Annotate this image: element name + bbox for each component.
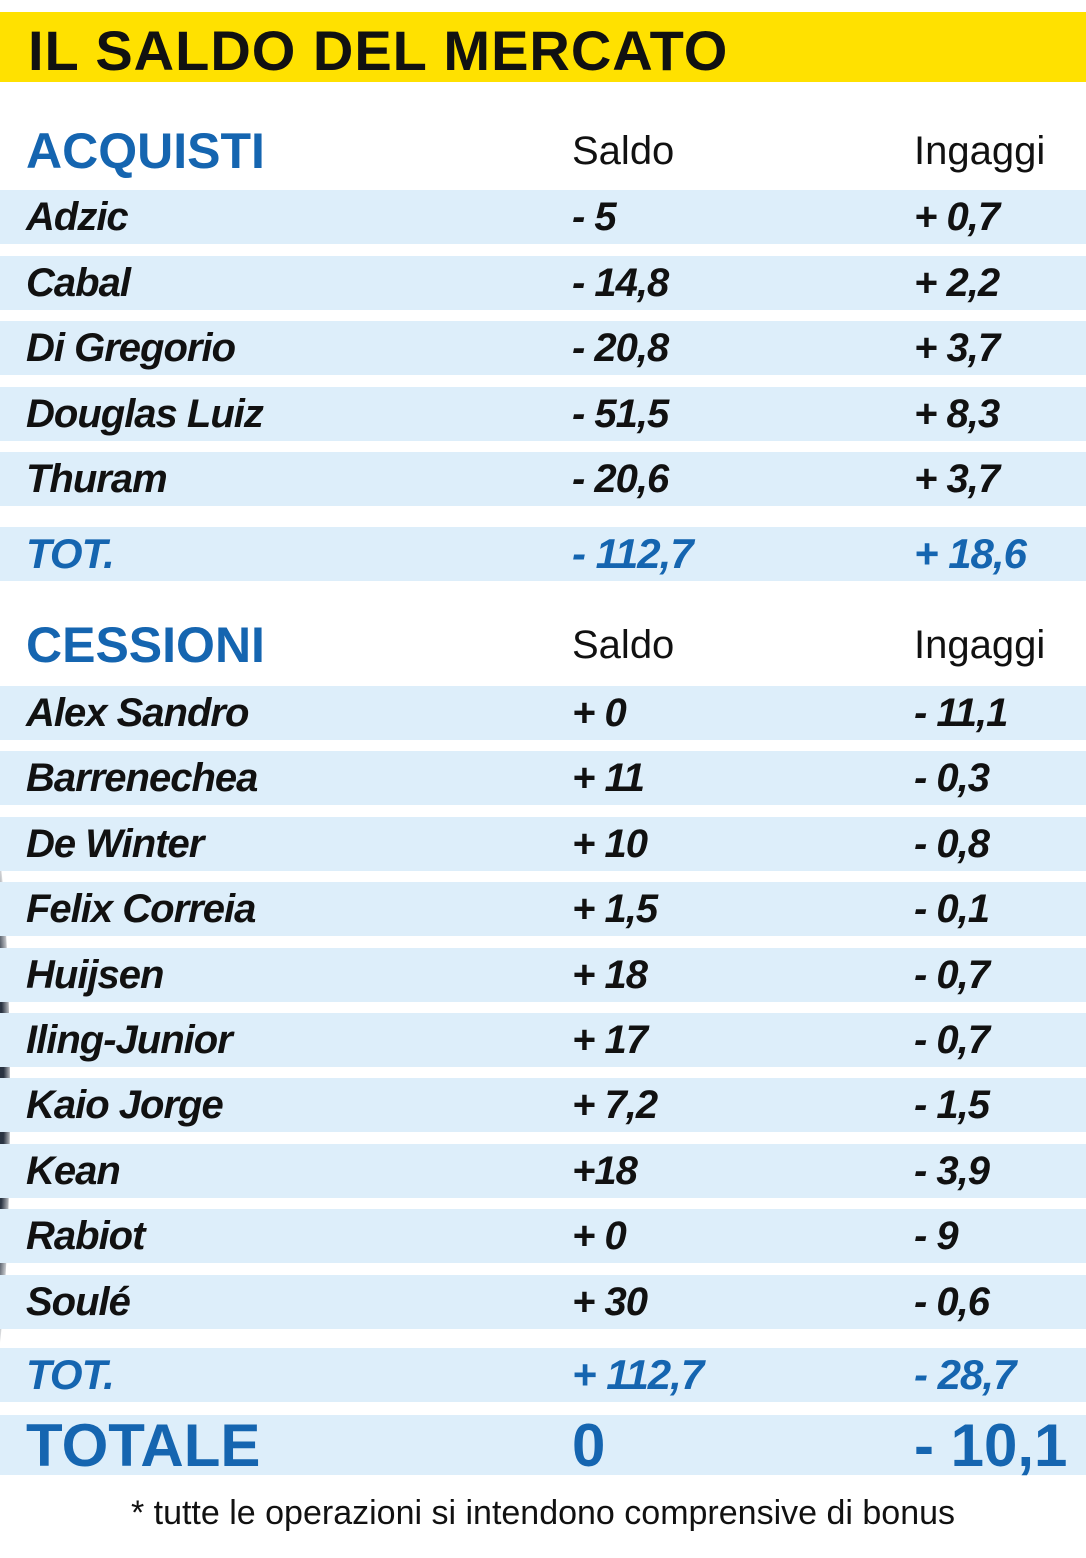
total-saldo: - 112,7 bbox=[572, 530, 694, 577]
ingaggi-value: - 1,5 bbox=[914, 1082, 990, 1127]
player-name: Felix Correia bbox=[26, 886, 256, 931]
acquisti-header-row: ACQUISTI Saldo Ingaggi bbox=[0, 123, 1086, 179]
saldo-value: + 0 bbox=[572, 690, 627, 735]
saldo-value: + 30 bbox=[572, 1279, 648, 1324]
ingaggi-value: + 3,7 bbox=[914, 325, 1000, 370]
saldo-value: + 10 bbox=[572, 821, 648, 866]
saldo-value: + 0 bbox=[572, 1213, 627, 1258]
total-label: TOT. bbox=[26, 1351, 115, 1398]
player-name: Kean bbox=[26, 1148, 121, 1193]
table-row: Kaio Jorge + 7,2 - 1,5 bbox=[0, 1078, 1086, 1132]
cessioni-total-row: TOT. + 112,7 - 28,7 bbox=[0, 1348, 1086, 1402]
table-row: Cabal - 14,8 + 2,2 bbox=[0, 256, 1086, 310]
ingaggi-value: - 9 bbox=[914, 1213, 959, 1258]
grand-total-row: TOTALE 0 - 10,1 bbox=[0, 1411, 1086, 1479]
player-name: Huijsen bbox=[26, 952, 164, 997]
footnote: * tutte le operazioni si intendono compr… bbox=[130, 1494, 956, 1532]
table-row: De Winter + 10 - 0,8 bbox=[0, 817, 1086, 871]
saldo-value: - 5 bbox=[572, 194, 617, 239]
cessioni-saldo-header: Saldo bbox=[572, 622, 675, 667]
ingaggi-value: + 8,3 bbox=[914, 391, 1000, 436]
total-saldo: + 112,7 bbox=[572, 1351, 704, 1398]
player-name: Rabiot bbox=[26, 1213, 145, 1258]
player-name: De Winter bbox=[26, 821, 204, 866]
saldo-value: + 11 bbox=[572, 755, 645, 800]
player-name: Iling-Junior bbox=[26, 1017, 233, 1062]
table-row: Adzic - 5 + 0,7 bbox=[0, 190, 1086, 244]
table-row: Huijsen + 18 - 0,7 bbox=[0, 948, 1086, 1002]
cessioni-heading: CESSIONI bbox=[26, 617, 265, 673]
table-row: Di Gregorio - 20,8 + 3,7 bbox=[0, 321, 1086, 375]
player-name: Cabal bbox=[26, 260, 131, 305]
saldo-value: +18 bbox=[572, 1148, 638, 1193]
acquisti-heading: ACQUISTI bbox=[26, 123, 265, 179]
player-name: Di Gregorio bbox=[26, 325, 236, 370]
table-row: Douglas Luiz - 51,5 + 8,3 bbox=[0, 387, 1086, 441]
saldo-value: + 1,5 bbox=[572, 886, 658, 931]
acquisti-ingaggi-header: Ingaggi bbox=[914, 128, 1046, 173]
table-row: Alex Sandro + 0 - 11,1 bbox=[0, 686, 1086, 740]
ingaggi-value: - 11,1 bbox=[914, 690, 1008, 735]
player-name: Kaio Jorge bbox=[26, 1082, 224, 1127]
ingaggi-value: - 3,9 bbox=[914, 1148, 990, 1193]
page-title: IL SALDO DEL MERCATO bbox=[28, 19, 729, 82]
player-name: Thuram bbox=[26, 456, 168, 501]
ingaggi-value: + 2,2 bbox=[914, 260, 1000, 305]
ingaggi-value: - 0,3 bbox=[914, 755, 990, 800]
ingaggi-value: - 0,8 bbox=[914, 821, 990, 866]
ingaggi-value: - 0,7 bbox=[914, 952, 990, 997]
table-row: Barrenechea + 11 - 0,3 bbox=[0, 751, 1086, 805]
total-label: TOT. bbox=[26, 530, 115, 577]
ingaggi-value: - 0,7 bbox=[914, 1017, 990, 1062]
grand-total-ingaggi: - 10,1 bbox=[914, 1411, 1068, 1479]
acquisti-saldo-header: Saldo bbox=[572, 128, 675, 173]
table-row: Soulé + 30 - 0,6 bbox=[0, 1275, 1086, 1329]
saldo-value: - 20,6 bbox=[572, 456, 669, 501]
table-row: Iling-Junior + 17 - 0,7 bbox=[0, 1013, 1086, 1067]
saldo-value: - 14,8 bbox=[572, 260, 669, 305]
cessioni-header-row: CESSIONI Saldo Ingaggi bbox=[0, 617, 1086, 673]
grand-total-saldo: 0 bbox=[572, 1411, 606, 1479]
saldo-value: - 51,5 bbox=[572, 391, 669, 436]
cessioni-ingaggi-header: Ingaggi bbox=[914, 622, 1046, 667]
saldo-value: + 17 bbox=[572, 1017, 648, 1062]
acquisti-total-row: TOT. - 112,7 + 18,6 bbox=[0, 527, 1086, 581]
player-name: Douglas Luiz bbox=[26, 391, 264, 436]
table-row: Felix Correia + 1,5 - 0,1 bbox=[0, 882, 1086, 936]
title-bar: IL SALDO DEL MERCATO bbox=[0, 12, 1086, 82]
player-name: Alex Sandro bbox=[26, 690, 249, 735]
total-ingaggi: - 28,7 bbox=[914, 1351, 1016, 1398]
saldo-value: + 18 bbox=[572, 952, 648, 997]
player-name: Soulé bbox=[26, 1279, 131, 1324]
player-name: Adzic bbox=[26, 194, 129, 239]
table-row: Thuram - 20,6 + 3,7 bbox=[0, 452, 1086, 506]
table-row: Rabiot + 0 - 9 bbox=[0, 1209, 1086, 1263]
saldo-value: - 20,8 bbox=[572, 325, 669, 370]
total-ingaggi: + 18,6 bbox=[914, 530, 1027, 577]
saldo-value: + 7,2 bbox=[572, 1082, 658, 1127]
ingaggi-value: - 0,6 bbox=[914, 1279, 990, 1324]
table-row: Kean +18 - 3,9 bbox=[0, 1144, 1086, 1198]
grand-total-label: TOTALE bbox=[26, 1411, 261, 1479]
ingaggi-value: + 3,7 bbox=[914, 456, 1000, 501]
ingaggi-value: + 0,7 bbox=[914, 194, 1000, 239]
ingaggi-value: - 0,1 bbox=[914, 886, 990, 931]
player-name: Barrenechea bbox=[26, 755, 258, 800]
